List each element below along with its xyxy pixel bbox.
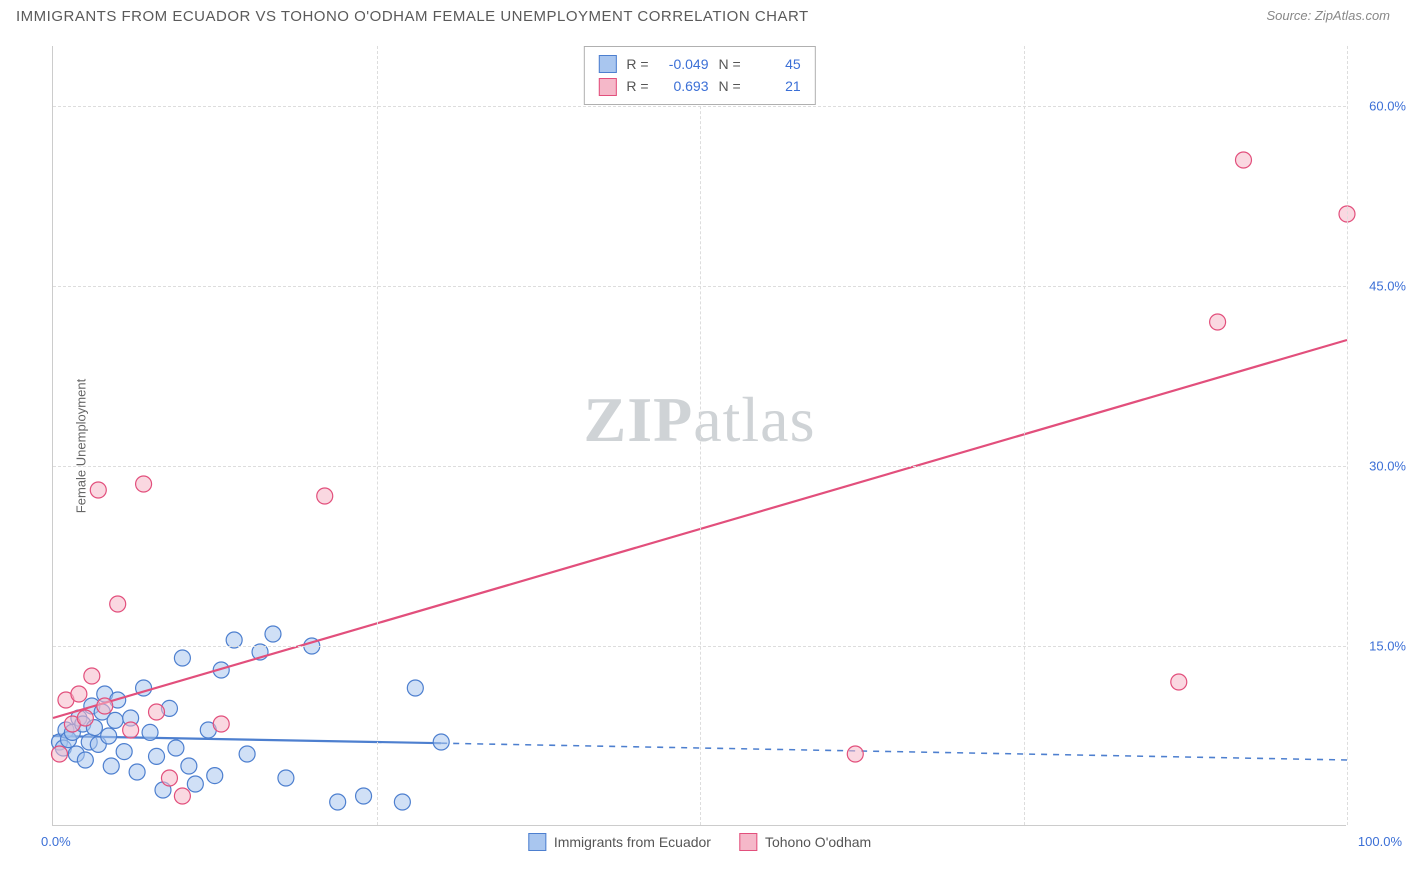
r-label: R = [626,75,648,97]
legend-item-tohono: Tohono O'odham [739,833,871,851]
series-legend: Immigrants from Ecuador Tohono O'odham [528,833,871,851]
swatch-ecuador [598,55,616,73]
r-value-ecuador: -0.049 [659,53,709,75]
r-label: R = [626,53,648,75]
y-tick: 15.0% [1354,639,1406,654]
n-value-ecuador: 45 [751,53,801,75]
swatch-tohono-icon [739,833,757,851]
chart-title: IMMIGRANTS FROM ECUADOR VS TOHONO O'ODHA… [16,8,809,25]
swatch-tohono [598,78,616,96]
legend-label-tohono: Tohono O'odham [765,834,871,850]
swatch-ecuador-icon [528,833,546,851]
source-attribution: Source: ZipAtlas.com [1266,8,1390,23]
legend-item-ecuador: Immigrants from Ecuador [528,833,711,851]
r-value-tohono: 0.693 [659,75,709,97]
x-tick-max: 100.0% [1358,834,1402,849]
x-tick-min: 0.0% [41,834,71,849]
legend-label-ecuador: Immigrants from Ecuador [554,834,711,850]
n-label: N = [719,53,741,75]
y-tick: 60.0% [1354,99,1406,114]
n-value-tohono: 21 [751,75,801,97]
y-tick: 45.0% [1354,279,1406,294]
legend-row-ecuador: R = -0.049 N = 45 [598,53,800,75]
y-tick: 30.0% [1354,459,1406,474]
chart-area: ZIPatlas R = -0.049 N = 45 R = 0.693 N =… [52,46,1346,826]
n-label: N = [719,75,741,97]
legend-row-tohono: R = 0.693 N = 21 [598,75,800,97]
correlation-legend: R = -0.049 N = 45 R = 0.693 N = 21 [583,46,815,105]
